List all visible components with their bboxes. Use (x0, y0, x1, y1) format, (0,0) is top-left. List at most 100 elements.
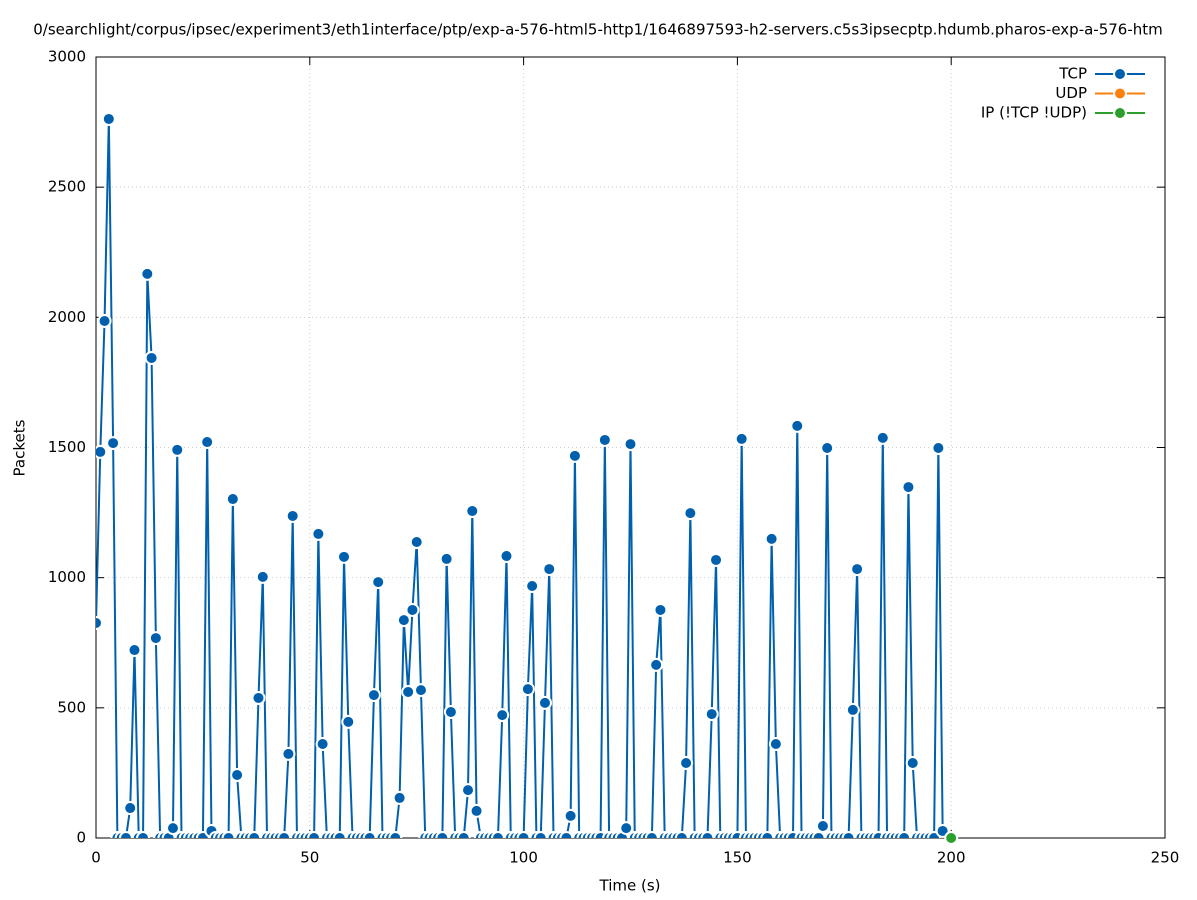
data-point (101, 111, 116, 126)
data-point (905, 756, 920, 771)
data-point (597, 432, 612, 447)
data-point (221, 831, 236, 838)
data-point (764, 531, 779, 546)
x-tick-label: 0 (91, 849, 101, 867)
data-point (790, 418, 805, 433)
data-point (106, 436, 121, 451)
data-point (533, 831, 548, 838)
x-tick-label: 250 (1151, 849, 1180, 867)
data-point (255, 569, 270, 584)
y-tick-label: 0 (76, 829, 86, 847)
chart-title: 0/searchlight/corpus/ipsec/experiment3/e… (33, 21, 1163, 39)
data-point (542, 562, 557, 577)
data-point (525, 578, 540, 593)
data-point (405, 602, 420, 617)
legend-swatch (1113, 67, 1127, 81)
data-point (679, 756, 694, 771)
data-point (443, 704, 458, 719)
data-point (315, 737, 330, 752)
data-point (392, 790, 407, 805)
data-point (734, 431, 749, 446)
y-axis-label: Packets (11, 419, 29, 476)
series-line (96, 118, 944, 838)
data-point (123, 801, 138, 816)
data-point (700, 831, 715, 838)
data-point (841, 831, 856, 838)
data-point (413, 683, 428, 698)
data-point (200, 435, 215, 450)
data-point (281, 746, 296, 761)
data-point (127, 643, 142, 658)
data-point (768, 737, 783, 752)
data-point (465, 504, 480, 519)
data-point (623, 437, 638, 452)
data-point (649, 657, 664, 672)
x-tick-label: 50 (300, 849, 319, 867)
data-point (96, 615, 103, 630)
data-point (499, 549, 514, 564)
y-tick-label: 500 (57, 698, 86, 716)
data-point (516, 831, 531, 838)
data-point (96, 444, 108, 459)
data-point (897, 831, 912, 838)
data-point (653, 602, 668, 617)
data-point (820, 441, 835, 456)
data-point (875, 430, 890, 445)
data-point (674, 831, 689, 838)
data-point (371, 575, 386, 590)
y-tick-label: 2000 (48, 308, 86, 326)
legend-swatch (1113, 106, 1127, 120)
data-point (931, 441, 946, 456)
data-point (683, 506, 698, 521)
data-point (225, 492, 240, 507)
x-tick-label: 200 (937, 849, 966, 867)
data-point (341, 714, 356, 729)
data-point (461, 783, 476, 798)
data-point (456, 831, 471, 838)
data-point (388, 831, 403, 838)
data-point (277, 831, 292, 838)
y-tick-label: 2500 (48, 178, 86, 196)
data-point (251, 690, 266, 705)
data-point (644, 831, 659, 838)
legend-label: IP (!TCP !UDP) (981, 104, 1087, 122)
data-point (619, 821, 634, 836)
x-tick-label: 100 (509, 849, 538, 867)
data-point (165, 821, 180, 836)
data-point (362, 831, 377, 838)
data-point (118, 831, 133, 838)
data-point (537, 695, 552, 710)
data-point (760, 831, 775, 838)
y-tick-label: 3000 (48, 48, 86, 66)
data-point (337, 549, 352, 564)
legend-label: TCP (1058, 65, 1087, 83)
x-axis-label: Time (s) (599, 877, 661, 895)
data-point (97, 313, 112, 328)
data-point (901, 480, 916, 495)
data-point (435, 831, 450, 838)
data-point (850, 562, 865, 577)
data-point (170, 442, 185, 457)
data-point (247, 831, 262, 838)
data-point (311, 526, 326, 541)
data-point (490, 831, 505, 838)
data-point (944, 831, 959, 845)
legend-swatch (1113, 86, 1127, 101)
data-point (307, 831, 322, 838)
data-point (815, 819, 830, 834)
legend-label: UDP (1055, 84, 1087, 102)
data-point (567, 448, 582, 463)
data-point (285, 508, 300, 523)
data-point (401, 684, 416, 699)
y-tick-label: 1500 (48, 438, 86, 456)
data-point (520, 682, 535, 697)
data-point (366, 688, 381, 703)
data-point (230, 767, 245, 782)
data-point (332, 831, 347, 838)
data-point (559, 831, 574, 838)
data-point (396, 613, 411, 628)
data-point (144, 350, 159, 365)
data-point (409, 535, 424, 550)
data-point (439, 551, 454, 566)
